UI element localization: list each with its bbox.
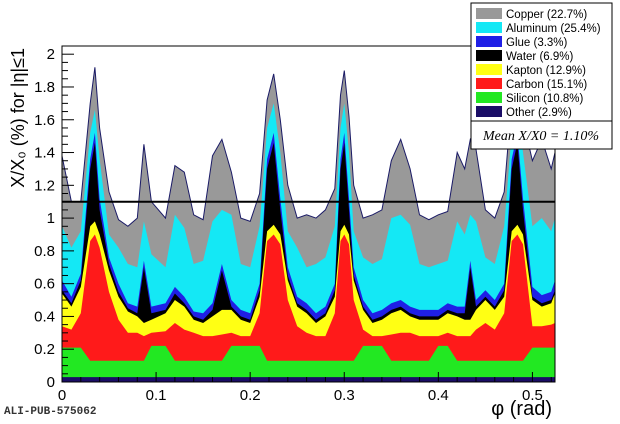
y-tick-label: 0.2 <box>34 341 55 358</box>
mean-box-frame <box>470 120 613 150</box>
plot-frame <box>61 45 556 383</box>
y-tick-label: 1.4 <box>34 145 55 162</box>
y-axis: 0 0.2 0.4 0.6 0.8 1 1.2 1.4 1.6 1.8 2 <box>34 46 74 391</box>
mean-box: Mean X/X0 = 1.10% <box>470 120 613 150</box>
legend-label-kapton: Kapton (12.9%) <box>506 65 586 77</box>
x-tick-label: 0.2 <box>240 387 261 404</box>
y-tick-label: 0.8 <box>34 243 55 260</box>
y-tick-label: 1.8 <box>34 79 55 96</box>
legend-swatch-silicon <box>476 92 502 103</box>
area-silicon <box>62 345 555 382</box>
y-tick-label: 1.2 <box>34 177 55 194</box>
legend-swatch-carbon <box>476 78 502 89</box>
y-tick-label: 1 <box>47 210 55 227</box>
x-tick-label: 0 <box>58 387 66 404</box>
mean-label: Mean X/X0 = 1.10% <box>482 129 599 144</box>
legend: Copper (22.7%) Aluminum (25.4%) Glue (3.3%… <box>470 2 613 122</box>
area-other <box>62 377 555 382</box>
legend-label-silicon: Silicon (10.8%) <box>506 93 584 105</box>
legend-label-copper: Copper (22.7%) <box>506 9 587 21</box>
legend-label-aluminum: Aluminum (25.4%) <box>506 23 601 35</box>
y-tick-label: 0 <box>47 374 55 391</box>
legend-swatch-copper <box>476 8 502 19</box>
y-tick-label: 2 <box>47 46 55 63</box>
legend-swatch-glue <box>476 36 502 47</box>
stacked-areas <box>62 67 555 382</box>
legend-swatch-aluminum <box>476 22 502 33</box>
x-tick-label: 0.4 <box>428 387 449 404</box>
x-tick-label: 0.3 <box>334 387 355 404</box>
legend-label-carbon: Carbon (15.1%) <box>506 79 587 91</box>
legend-swatch-water <box>476 50 502 61</box>
x-axis-label: φ (rad) <box>491 398 552 420</box>
y-tick-label: 0.4 <box>34 308 55 325</box>
legend-swatch-kapton <box>476 64 502 75</box>
y-axis-label: X/X₀ (%) for |η|≤1 <box>8 48 28 188</box>
y-tick-label: 1.6 <box>34 112 55 129</box>
legend-label-glue: Glue (3.3%) <box>506 37 568 49</box>
x-axis: 0 0.1 0.2 0.3 0.4 0.5 <box>58 372 552 404</box>
legend-label-other: Other (2.9%) <box>506 107 572 119</box>
y-tick-label: 0.6 <box>34 276 55 293</box>
watermark: ALI-PUB-575062 <box>4 406 96 418</box>
area-carbon <box>62 234 555 382</box>
x-tick-label: 0.5 <box>522 387 543 404</box>
legend-label-water: Water (6.9%) <box>506 51 573 63</box>
legend-swatch-other <box>476 106 502 117</box>
x-tick-label: 0.1 <box>146 387 167 404</box>
